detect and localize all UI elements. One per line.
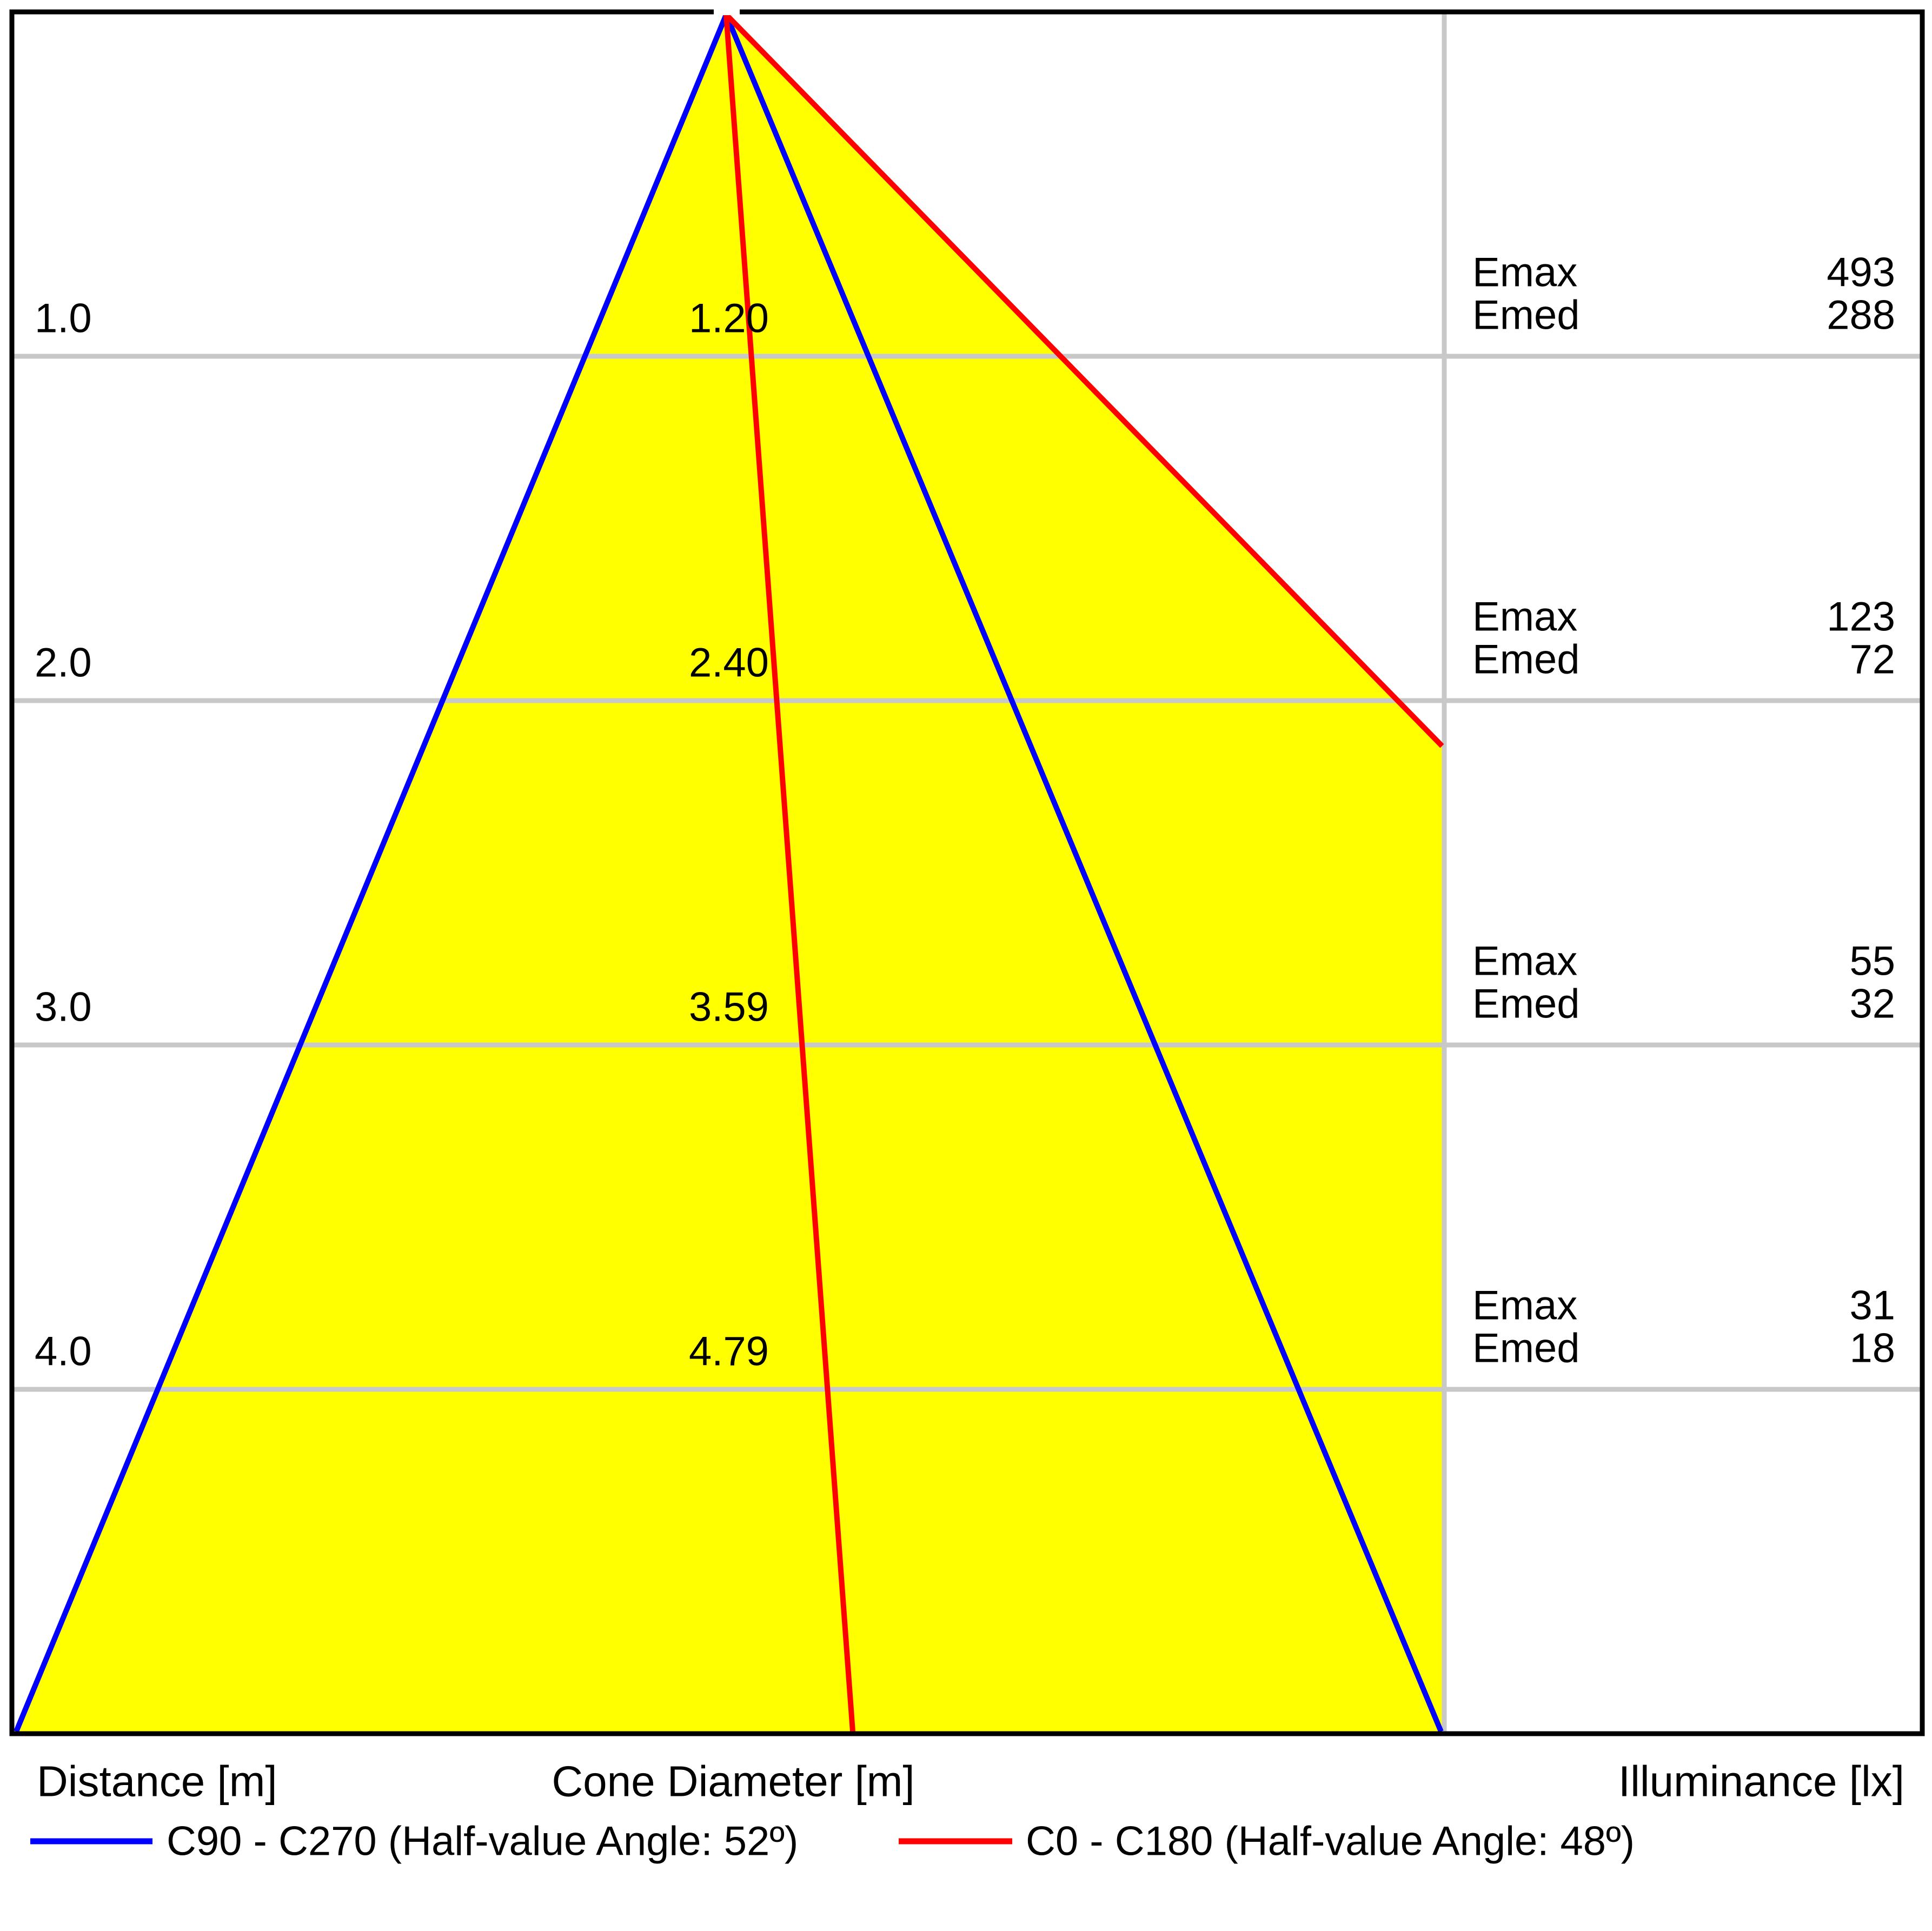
c90-line-right [723,14,1444,1733]
emax-label-1: Emax [1472,250,1577,296]
emed-label-4: Emed [1472,1326,1580,1371]
emed-value-3: 32 [1849,981,1895,1027]
emax-value-4: 31 [1849,1283,1895,1329]
emax-value-1: 493 [1827,250,1895,296]
emed-value-4: 18 [1849,1326,1895,1371]
emed-label-1: Emed [1472,292,1580,338]
plot-border [9,9,1925,1736]
cone-diameter-axis-label: Cone Diameter [m] [552,1757,914,1806]
cone-diameter-2: 2.40 [689,640,769,686]
distance-tick-1: 1.0 [35,296,92,342]
distance-tick-3: 3.0 [35,984,92,1030]
emax-label-4: Emax [1472,1283,1577,1329]
emax-label-3: Emax [1472,938,1577,984]
cone-diameter-4: 4.79 [689,1329,769,1375]
emax-label-2: Emax [1472,594,1577,640]
distance-axis-label: Distance [m] [37,1757,277,1806]
illuminance-axis-label: Illuminance [lx] [1618,1757,1904,1806]
distance-tick-4: 4.0 [35,1329,92,1375]
beam-fill [16,15,1442,1732]
legend-label-c90: C90 - C270 (Half-value Angle: 52º) [167,1819,798,1865]
cone-diameter-1: 1.20 [689,296,769,342]
emed-value-1: 288 [1827,292,1895,338]
legend-label-c0: C0 - C180 (Half-value Angle: 48º) [1026,1819,1635,1865]
c90-line-left [14,14,729,1733]
emax-value-2: 123 [1827,594,1895,640]
emed-label-3: Emed [1472,981,1580,1027]
c0-line-left [723,14,855,1732]
luminaire-marker [714,7,740,15]
emed-label-2: Emed [1472,637,1580,683]
cone-diameter-3: 3.59 [689,984,769,1030]
distance-tick-2: 2.0 [35,640,92,686]
c0-line-right [724,12,1444,748]
emax-value-3: 55 [1849,938,1895,984]
emed-value-2: 72 [1849,637,1895,683]
